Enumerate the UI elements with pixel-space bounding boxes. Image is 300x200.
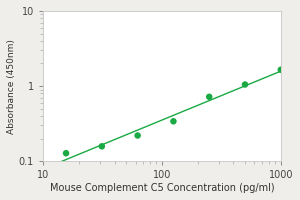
Point (64, 152, 68, 155)
Point (243, 83, 248, 86)
Point (135, 134, 140, 137)
Point (99, 145, 104, 148)
Point (278, 68, 283, 71)
Y-axis label: Absorbance (450nm): Absorbance (450nm) (7, 39, 16, 134)
X-axis label: Mouse Complement C5 Concentration (pg/ml): Mouse Complement C5 Concentration (pg/ml… (50, 183, 274, 193)
Point (171, 120, 176, 123)
Point (207, 95, 212, 98)
